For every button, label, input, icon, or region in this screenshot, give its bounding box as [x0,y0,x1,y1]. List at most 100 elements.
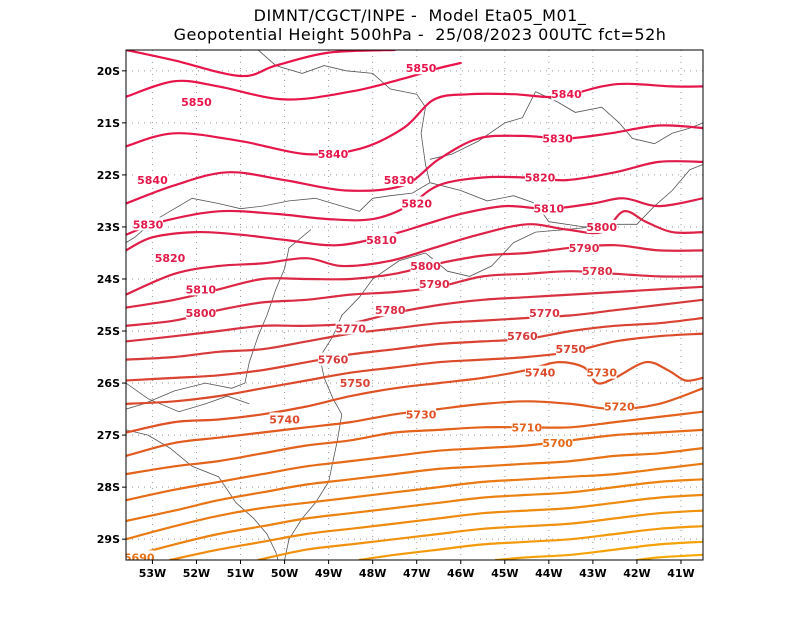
contour-label: 5820 [525,172,556,185]
contour-label: 5780 [582,265,613,278]
contour-label: 5820 [401,198,432,211]
x-tick-label: 50W [271,567,298,580]
chart-title-line-1: DIMNT/CGCT/INPE - Model Eta05_M01_ [253,6,587,25]
contour-label-bg [569,240,600,254]
contour-label-bg [507,329,538,343]
contour-label-group: 5850 [406,61,437,75]
contour-label: 5800 [410,260,441,273]
x-tick-label: 44W [535,567,562,580]
contour-label-group: 5800 [410,258,441,273]
contour-label: 5780 [375,304,406,317]
chart-title-line-2: Geopotential Height 500hPa - 25/08/2023 … [173,25,667,44]
contour-label: 5810 [534,203,565,216]
contour-label: 5730 [586,367,617,380]
contour-label-bg [525,365,556,379]
contour-label: 5850 [406,62,437,75]
coastline-segment [126,229,312,410]
contour-label: 5830 [542,132,573,145]
contour-label-bg [318,352,349,366]
contour-label-bg [340,376,371,390]
contour-label: 5760 [318,354,349,367]
contour-line-5820 [126,160,703,236]
contour-label-group: 5840 [137,173,168,187]
contour-label-bg [185,282,216,296]
contour-label-bg [185,305,216,319]
x-tick-label: 48W [359,567,386,580]
contour-label-group: 5830 [133,217,164,231]
contour-label: 5710 [512,421,543,434]
contour-label: 5850 [181,96,212,109]
coastline-segment [126,50,431,243]
coastline-segment [429,91,536,160]
contour-label-bg [155,251,186,265]
contour-layer [126,50,703,560]
contour-line-5640 [358,525,703,560]
contour-label-group: 5730 [586,365,617,380]
y-tick-label: 27S [97,429,120,442]
contour-label-group: 5760 [507,329,538,343]
contour-label: 5790 [569,242,600,255]
contour-line-5760 [126,298,703,361]
x-tick-label: 51W [227,567,254,580]
contour-label-group: 5800 [185,305,217,320]
x-tick-label: 49W [315,567,342,580]
contour-label-bg [582,264,613,278]
contour-label-group: 5850 [181,95,212,109]
x-tick-label: 46W [447,567,474,580]
contour-label-group: 5810 [186,282,217,296]
contour-label: 5700 [542,437,573,450]
contour-line-5680 [126,462,703,541]
contour-label: 5820 [155,252,186,265]
contour-label-bg [604,399,635,413]
contour-label-bg [406,407,437,421]
contour-label-group: 5770 [335,321,366,335]
contour-label: 5690 [124,551,155,564]
contour-line-5660 [168,493,703,560]
contour-line-5850 [126,50,396,78]
contour-label: 5760 [507,330,538,343]
contour-label-group: 5830 [542,131,573,145]
contour-label-group: 5790 [569,240,600,255]
y-tick-label: 20S [97,65,120,78]
contour-label-group: 5730 [406,407,437,421]
contour-label-group: 5810 [534,201,565,216]
contour-label-group: 5710 [512,420,543,434]
contour-label-bg [419,277,450,291]
contour-label-bg [542,435,573,449]
contour-label-group: 5840 [551,87,582,101]
contour-line-5710 [126,410,703,476]
contour-label-group: 5780 [582,264,613,278]
contour-label-bg [318,147,349,161]
contour-label: 5770 [335,322,366,335]
coastline-segment [284,252,426,560]
contour-label: 5800 [586,221,617,234]
contour-label-group: 5740 [269,412,300,426]
contour-label: 5750 [556,343,587,356]
contour-label-bg [366,232,397,246]
contour-line-5830 [126,124,703,205]
y-tick-label: 28S [97,481,120,494]
contour-label-bg [137,173,168,187]
y-tick-label: 21S [97,117,120,130]
y-tick-label: 26S [97,377,120,390]
contour-label: 5830 [133,218,164,231]
contour-label: 5840 [137,174,168,187]
coastline-segment [126,382,250,413]
contour-line-5700 [126,428,703,502]
coastline-segment [429,164,703,228]
contour-label-bg [269,412,300,426]
contour-label: 5740 [269,413,300,426]
axis-layer: 53W 52W 51W 50W 49W 48W 47W 46W 45W 44W 43W 42W 41W 2… [97,65,695,580]
x-tick-label: 52W [183,567,210,580]
contour-line-5650 [257,509,703,560]
contour-label-group: 5750 [340,376,371,390]
contour-line-5740 [126,332,703,405]
contour-label-bg [375,303,406,317]
y-tick-label: 25S [97,325,120,338]
contour-label-bg [555,342,586,356]
contour-label-bg [126,550,155,560]
y-tick-label: 23S [97,221,120,234]
contour-line-5620 [635,553,703,560]
contour-label: 5810 [186,283,217,296]
